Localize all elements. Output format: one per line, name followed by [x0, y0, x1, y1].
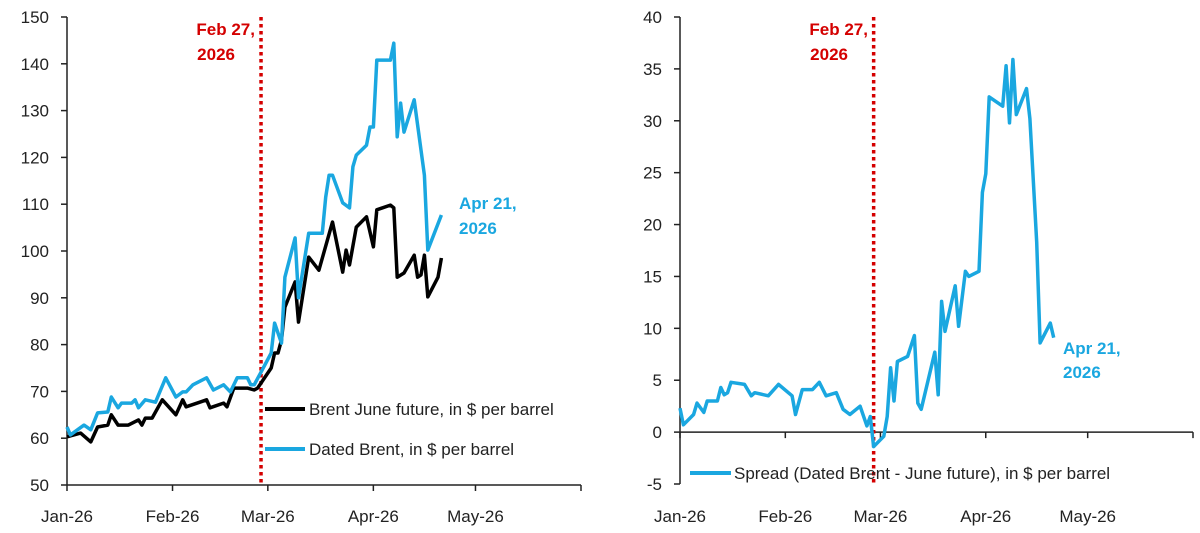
- y-tick-label: 50: [30, 476, 49, 495]
- left-legend: Brent June future, in $ per barrel Dated…: [265, 400, 554, 459]
- left-y-axis-ticks: 50 60 70 80 90 100 110 120 130 140 150: [21, 8, 68, 495]
- y-tick-label: 80: [30, 336, 49, 355]
- y-tick-label: -5: [647, 475, 662, 494]
- right-series-lines: [678, 17, 1056, 484]
- x-tick-label: Jan-26: [41, 507, 93, 526]
- y-tick-label: 5: [653, 371, 662, 390]
- y-tick-label: 40: [643, 8, 662, 27]
- y-tick-label: 15: [643, 267, 662, 286]
- y-tick-label: 30: [643, 112, 662, 131]
- x-tick-label: Apr-26: [960, 507, 1011, 526]
- y-tick-label: 60: [30, 429, 49, 448]
- y-tick-label: 35: [643, 60, 662, 79]
- x-tick-label: Apr-26: [348, 507, 399, 526]
- left-end-label-line1: Apr 21,: [459, 194, 517, 213]
- right-event-label-line1: Feb 27,: [809, 20, 868, 39]
- legend-label-dated: Dated Brent, in $ per barrel: [309, 440, 514, 459]
- series-line-0: [678, 57, 1056, 449]
- x-tick-label: Mar-26: [854, 507, 908, 526]
- left-series-lines: [65, 17, 444, 485]
- y-tick-label: 70: [30, 382, 49, 401]
- x-tick-label: Jan-26: [654, 507, 706, 526]
- y-tick-label: 110: [22, 195, 49, 214]
- right-event-label-line2: 2026: [810, 45, 848, 64]
- left-event-label-line1: Feb 27,: [196, 20, 255, 39]
- left-x-axis-ticks: Jan-26 Feb-26 Mar-26 Apr-26 May-26: [41, 484, 582, 526]
- left-chart: 50 60 70 80 90 100 110 120 130 140 150 Jan-26 Feb-2…: [21, 8, 582, 526]
- y-tick-label: 25: [643, 164, 662, 183]
- left-end-label-line2: 2026: [459, 219, 497, 238]
- legend-label-future: Brent June future, in $ per barrel: [309, 400, 554, 419]
- series-line-1: [65, 41, 444, 437]
- x-tick-label: Mar-26: [241, 507, 295, 526]
- y-tick-label: 150: [21, 8, 49, 27]
- y-tick-label: 10: [643, 319, 662, 338]
- left-event-label-line2: 2026: [197, 45, 235, 64]
- right-legend: Spread (Dated Brent - June future), in $…: [690, 464, 1110, 483]
- right-end-label-line2: 2026: [1063, 363, 1101, 382]
- y-tick-label: 120: [21, 148, 49, 167]
- y-tick-label: 100: [21, 242, 49, 261]
- right-chart: -5 0 5 10 15 20 25 30 35 40 Jan-26 Feb-26 Mar-26 Apr…: [643, 8, 1194, 526]
- x-tick-label: Feb-26: [758, 507, 812, 526]
- right-end-label-line1: Apr 21,: [1063, 339, 1121, 358]
- y-tick-label: 140: [21, 55, 49, 74]
- right-y-axis-ticks: -5 0 5 10 15 20 25 30 35 40: [643, 8, 681, 494]
- y-tick-label: 0: [653, 423, 662, 442]
- y-tick-label: 20: [643, 216, 662, 235]
- x-tick-label: Feb-26: [146, 507, 200, 526]
- y-tick-label: 130: [21, 102, 49, 121]
- x-tick-label: May-26: [447, 507, 504, 526]
- x-tick-label: May-26: [1059, 507, 1116, 526]
- right-x-axis-ticks: Jan-26 Feb-26 Mar-26 Apr-26 May-26: [654, 431, 1194, 526]
- y-tick-label: 90: [30, 289, 49, 308]
- legend-label-spread: Spread (Dated Brent - June future), in $…: [734, 464, 1110, 483]
